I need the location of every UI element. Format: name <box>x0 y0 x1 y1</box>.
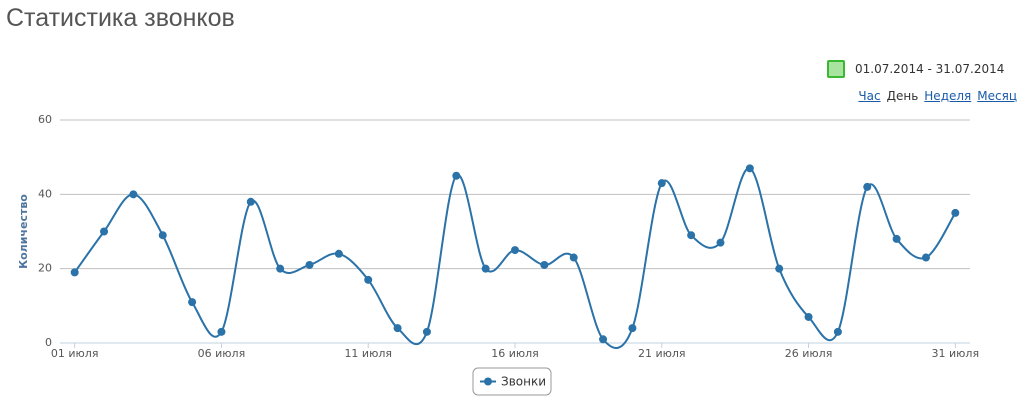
point <box>246 197 255 206</box>
point <box>628 324 637 333</box>
x-tick-label: 21 июля <box>638 347 686 360</box>
point <box>393 324 402 333</box>
point <box>804 312 813 321</box>
y-tick-label: 60 <box>38 113 52 126</box>
legend-label: Звонки <box>501 375 546 389</box>
point <box>863 182 872 191</box>
point <box>70 268 79 277</box>
period-switch: Час День Неделя Месяц <box>852 89 1017 103</box>
point <box>745 164 754 173</box>
legend: Звонки <box>472 367 552 396</box>
point <box>540 260 549 269</box>
series-line <box>73 167 957 349</box>
point <box>599 335 608 344</box>
point <box>951 208 960 217</box>
period-link: День <box>886 89 919 103</box>
point <box>334 249 343 258</box>
period-link[interactable]: Час <box>858 89 881 103</box>
point <box>188 298 197 307</box>
y-tick-label: 20 <box>38 262 52 275</box>
period-link[interactable]: Месяц <box>977 89 1017 103</box>
point <box>892 234 901 243</box>
point <box>276 264 285 273</box>
period-link[interactable]: Неделя <box>924 89 972 103</box>
point <box>569 253 578 262</box>
date-range[interactable]: 01.07.2014 - 31.07.2014 <box>827 60 1004 78</box>
point <box>217 327 226 336</box>
point <box>481 264 490 273</box>
y-tick-label: 0 <box>45 336 52 349</box>
x-tick-label: 01 июля <box>51 347 99 360</box>
page-title: Статистика звонков <box>6 4 235 32</box>
point <box>511 246 519 255</box>
point <box>452 171 461 180</box>
point <box>305 260 314 269</box>
legend-box <box>472 367 552 396</box>
point <box>129 190 138 199</box>
point <box>833 327 842 336</box>
point <box>687 231 696 240</box>
x-tick-label: 26 июля <box>785 347 833 360</box>
point <box>100 227 109 236</box>
x-tick-label: 16 июля <box>491 347 539 360</box>
point <box>364 275 373 284</box>
point <box>422 327 431 336</box>
point <box>158 231 167 240</box>
y-axis-title: Количество <box>17 194 30 269</box>
x-tick-label: 31 июля <box>932 347 980 360</box>
y-tick-label: 40 <box>38 187 52 200</box>
x-tick-label: 06 июля <box>198 347 246 360</box>
x-tick-label: 11 июля <box>344 347 392 360</box>
point <box>716 238 725 247</box>
point <box>921 253 930 262</box>
legend-marker <box>484 377 492 386</box>
point <box>657 179 666 188</box>
point <box>775 264 784 273</box>
calendar-icon[interactable] <box>827 60 845 78</box>
date-range-text[interactable]: 01.07.2014 - 31.07.2014 <box>855 62 1005 76</box>
